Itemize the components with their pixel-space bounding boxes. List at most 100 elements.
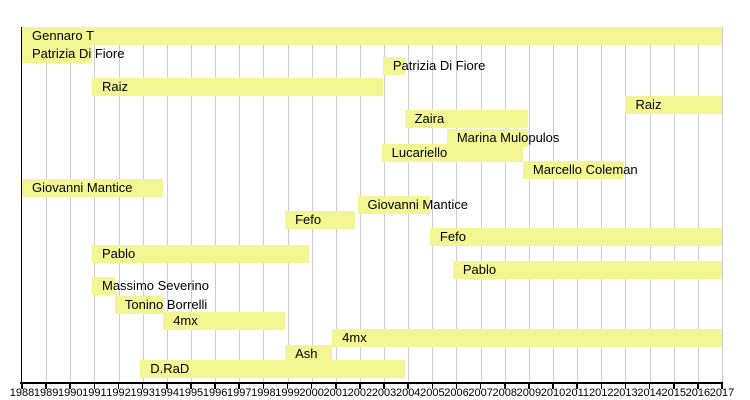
year-gridline <box>142 27 144 383</box>
year-gridline <box>722 27 723 383</box>
timeline-bar <box>92 277 115 295</box>
axis-tick <box>648 384 651 389</box>
axis-tick <box>528 384 530 389</box>
axis-year-label: 1994 <box>154 387 180 399</box>
axis-tick <box>672 384 675 389</box>
axis-tick <box>359 384 361 389</box>
bar-label: Lucariello <box>391 145 448 160</box>
year-gridline <box>263 27 265 383</box>
axis-tick <box>383 384 385 389</box>
axis-tick <box>238 384 241 389</box>
year-gridline <box>480 27 482 383</box>
bar-label: Gennaro T <box>32 28 94 43</box>
year-gridline <box>190 27 192 383</box>
year-gridline <box>528 27 530 383</box>
axis-year-label: 2006 <box>444 387 469 399</box>
year-gridline <box>215 27 217 383</box>
timeline-bar <box>357 196 430 214</box>
axis-tick <box>455 384 458 389</box>
bar-label: Fefo <box>439 229 466 244</box>
axis-tick <box>431 384 434 389</box>
bar-label: Marcello Coleman <box>532 162 638 177</box>
timeline-bar <box>163 312 286 330</box>
bar-label: D.RaD <box>150 361 190 376</box>
axis-year-label: 2008 <box>492 387 517 399</box>
axis-year-label: 2009 <box>516 387 542 399</box>
timeline-bar <box>114 296 164 314</box>
axis-tick <box>117 384 120 389</box>
timeline-bar <box>404 110 528 128</box>
axis-tick <box>93 384 96 389</box>
axis-tick <box>310 384 313 389</box>
timeline-bar <box>382 57 405 75</box>
year-gridline <box>432 27 434 383</box>
timeline-bar <box>140 360 405 378</box>
axis-year-label: 2007 <box>468 387 493 399</box>
axis-tick <box>141 384 144 389</box>
timeline-bar <box>452 261 722 279</box>
bar-label: Pablo <box>102 246 136 261</box>
axis-tick <box>190 384 192 389</box>
year-gridline <box>577 27 579 383</box>
axis-tick <box>600 384 603 389</box>
year-gridline <box>649 27 651 383</box>
axis-year-label: 2015 <box>661 387 686 399</box>
axis-year-label: 2013 <box>613 387 638 399</box>
timeline-bar <box>92 78 383 96</box>
timeline-bar <box>22 45 92 63</box>
year-gridline <box>553 27 555 383</box>
timeline-bar <box>625 96 722 114</box>
axis-year-label: 1997 <box>226 387 252 399</box>
bar-label: Marina Mulopulos <box>456 130 560 145</box>
bar-label: Giovanni Mantice <box>32 180 133 195</box>
bar-label: Raiz <box>635 97 662 112</box>
timeline-bar <box>381 144 523 162</box>
axis-year-label: 1991 <box>82 387 107 399</box>
bar-label: Giovanni Mantice <box>367 197 468 212</box>
year-gridline <box>239 27 241 383</box>
axis-tick <box>214 384 216 389</box>
axis-tick <box>69 384 72 389</box>
year-gridline <box>94 27 96 383</box>
axis-year-label: 2016 <box>685 387 711 399</box>
axis-tick <box>334 384 337 389</box>
year-gridline <box>601 27 603 383</box>
bar-label: Zaira <box>414 111 445 126</box>
axis-tick <box>503 384 506 389</box>
axis-year-label: 1992 <box>106 387 131 399</box>
bar-label: Fefo <box>295 212 322 227</box>
axis-year-label: 2004 <box>395 387 421 399</box>
axis-year-label: 2014 <box>637 387 662 399</box>
axis-year-label: 2002 <box>347 387 373 399</box>
axis-tick <box>21 384 23 389</box>
axis-year-label: 2000 <box>299 387 324 399</box>
axis-tick <box>624 384 627 389</box>
year-gridline <box>311 27 313 383</box>
bar-label: Pablo <box>462 262 497 277</box>
year-gridline <box>287 27 289 383</box>
bar-label: Patrizia Di Fiore <box>392 58 486 73</box>
axis-year-label: 1990 <box>58 387 83 399</box>
bar-label: 4mx <box>342 330 367 345</box>
bar-label: Massimo Severino <box>102 278 209 293</box>
timeline-bar <box>92 245 310 263</box>
year-gridline <box>673 27 675 383</box>
axis-year-label: 2011 <box>565 387 589 399</box>
x-axis-line <box>20 382 723 384</box>
axis-tick <box>407 384 409 389</box>
year-gridline <box>456 27 458 383</box>
bar-label: 4mx <box>173 313 198 328</box>
timeline-bar <box>285 345 333 363</box>
bar-label: Raiz <box>102 79 129 94</box>
timeline-bar <box>332 329 722 347</box>
bar-label: Ash <box>295 346 318 361</box>
axis-tick <box>576 384 578 389</box>
axis-year-label: 2001 <box>323 387 349 399</box>
axis-tick <box>479 384 482 389</box>
axis-year-label: 2012 <box>589 387 614 399</box>
timeline-bar <box>446 129 528 147</box>
bar-label: Tonino Borrelli <box>124 297 208 312</box>
year-gridline <box>166 27 168 383</box>
axis-year-label: 2017 <box>709 387 735 399</box>
